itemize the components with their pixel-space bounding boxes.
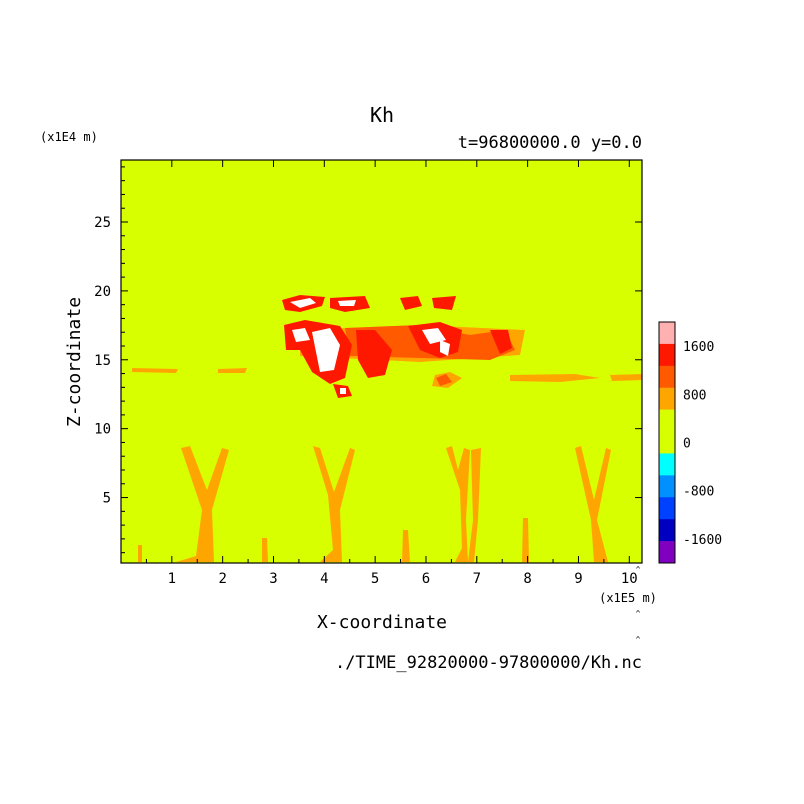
kh-plume [575,446,611,562]
colorbar-label: -800 [683,485,714,500]
x-tick-label: 5 [371,571,379,587]
kh-region [132,368,178,373]
x-tick-label: 10 [621,571,638,587]
kh-region [292,328,310,342]
axis-marker: ^ [636,565,641,574]
kh-plume [468,448,481,562]
x-tick-label: 7 [473,571,481,587]
x-tick-label: 3 [269,571,277,587]
colorbar-label: 0 [683,437,691,452]
kh-region [490,330,512,354]
colorbar-labels: 1600 800 0 -800 -1600 [683,340,722,548]
colorbar-label: 1600 [683,340,714,355]
colorbar-swatch [659,475,675,498]
kh-region [262,538,268,562]
kh-region [356,330,392,378]
kh-region [510,374,600,382]
y-tick-label: 10 [94,422,111,438]
x-tick-label: 9 [574,571,582,587]
plot-frame [120,159,643,564]
kh-region [436,374,452,386]
kh-plume [313,446,355,562]
colorbar [658,321,676,564]
x-unit-label: (x1E5 m) [599,591,657,605]
x-tick-label: 6 [422,571,430,587]
y-tick-label: 25 [94,215,111,231]
x-tick-label: 4 [320,571,328,587]
level-2000-regions [290,298,450,394]
x-tick-label: 2 [218,571,226,587]
kh-region [338,300,356,306]
kh-region [400,296,422,310]
kh-region [138,545,142,562]
y-axis: 5 10 15 20 25 [94,166,642,554]
kh-region [610,374,642,381]
colorbar-swatch [659,431,675,454]
axis-marker: ^ [636,635,641,644]
x-tick-label: 1 [168,571,176,587]
kh-region [402,530,410,562]
chart-title: Kh [370,103,394,127]
kh-plume [176,446,229,562]
colorbar-label: -1600 [683,533,722,548]
colorbar-swatch [659,322,675,345]
chart-subtitle: t=96800000.0 y=0.0 [458,133,642,153]
colorbar-swatch [659,497,675,520]
colorbar-swatch [659,365,675,389]
kh-region [218,368,247,373]
kh-region [312,328,340,372]
heatmap-field [121,160,642,563]
kh-region [432,296,456,310]
y-tick-label: 5 [103,491,111,507]
colorbar-frame [658,321,676,564]
y-tick-label: 20 [94,284,111,300]
kh-plume [446,446,470,562]
y-unit-label: (x1E4 m) [40,130,98,144]
kh-region [522,518,529,562]
colorbar-swatch [659,409,675,432]
y-axis-label: Z-coordinate [64,297,85,427]
kh-region [290,298,316,308]
colorbar-swatch [659,343,675,367]
x-axis: 1 2 3 4 5 6 7 8 9 10 [145,160,638,587]
source-file-label: ./TIME_92820000-97800000/Kh.nc [335,653,642,673]
y-tick-label: 15 [94,353,111,369]
x-tick-label: 8 [523,571,531,587]
colorbar-swatch [659,387,675,410]
axis-marker: ^ [636,609,641,618]
kh-region [440,340,450,356]
kh-region [340,388,346,394]
colorbar-swatch [659,519,675,542]
x-axis-label: X-coordinate [317,612,447,633]
colorbar-swatch [659,541,675,564]
colorbar-label: 800 [683,388,706,403]
colorbar-swatch [659,453,675,476]
